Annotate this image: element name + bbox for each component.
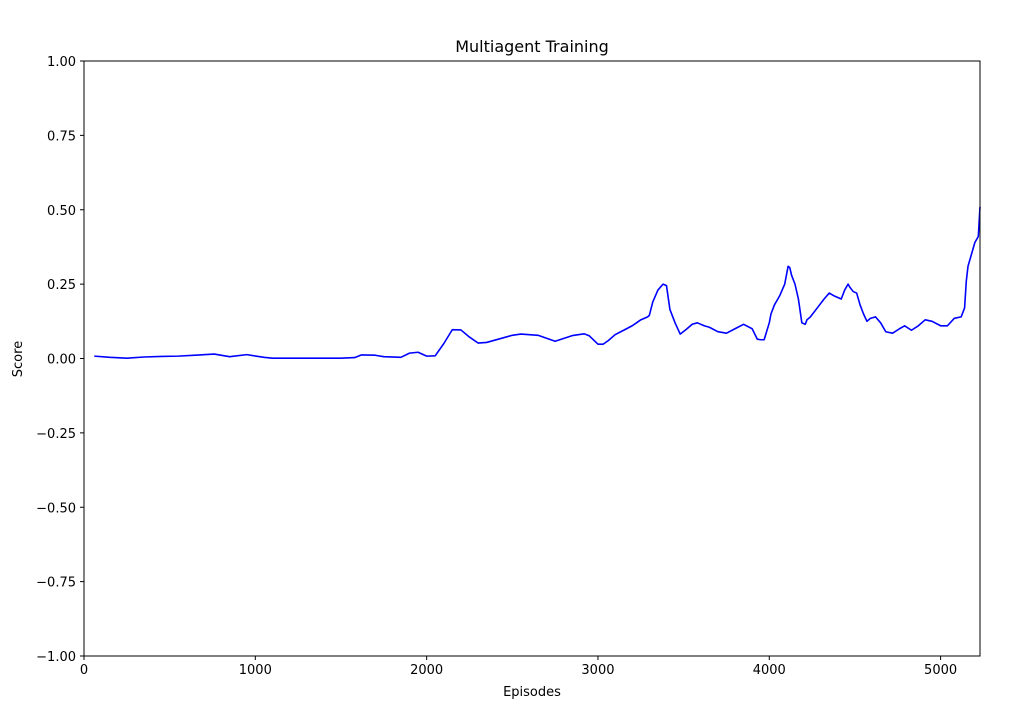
y-tick-label: −1.00 xyxy=(36,650,76,665)
x-axis-label: Episodes xyxy=(503,685,561,700)
axis-ticks: 0 1000 2000 3000 4000 5000 −1.00 −0.75 −0.50 −0.2… xyxy=(36,55,957,678)
y-tick-label: 0.50 xyxy=(47,204,76,219)
y-tick-label: 0.25 xyxy=(47,278,76,293)
x-tick-label: 5000 xyxy=(924,663,957,678)
x-tick-label: 1000 xyxy=(239,663,272,678)
chart-title: Multiagent Training xyxy=(455,37,609,56)
y-tick-label: −0.75 xyxy=(36,576,76,591)
plot-frame xyxy=(83,60,981,657)
y-tick-label: −0.50 xyxy=(36,501,76,516)
x-tick-label: 2000 xyxy=(410,663,443,678)
x-tick-label: 4000 xyxy=(753,663,786,678)
x-tick-label: 3000 xyxy=(581,663,614,678)
y-axis-label: Score xyxy=(11,341,26,377)
y-tick-label: 1.00 xyxy=(47,55,76,70)
series-line-1 xyxy=(94,206,981,360)
y-tick-label: 0.00 xyxy=(47,353,76,368)
plot-area xyxy=(83,60,981,657)
x-tick-label: 0 xyxy=(80,663,88,678)
y-tick-label: −0.25 xyxy=(36,427,76,442)
y-tick-label: 0.75 xyxy=(47,129,76,144)
